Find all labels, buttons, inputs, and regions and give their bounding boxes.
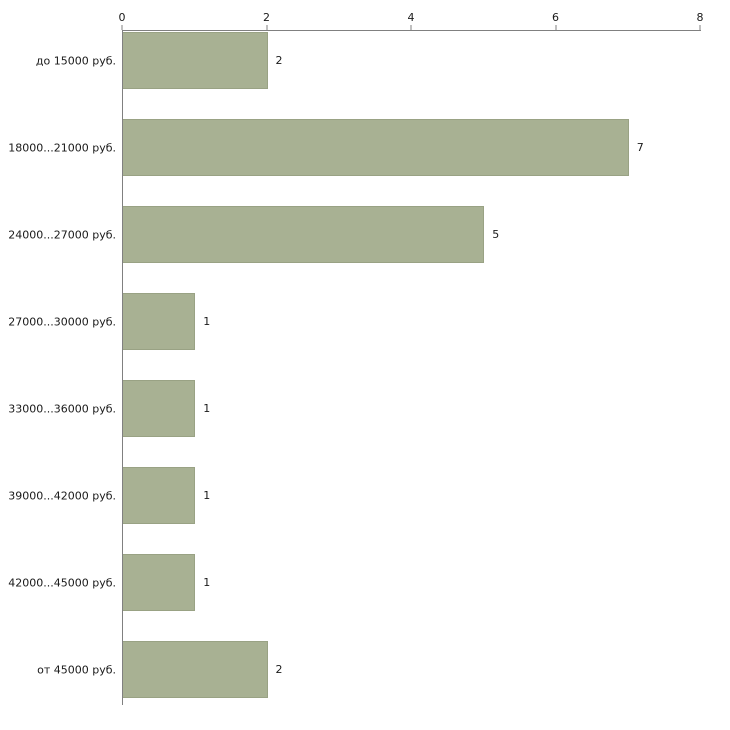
category-label: 33000...36000 руб.: [8, 401, 116, 415]
bar-line: 33000...36000 руб. 1: [8, 380, 701, 437]
bar-line: 18000...21000 руб. 7: [8, 119, 701, 176]
x-tick-mark: [121, 25, 123, 30]
bar-row: 27000...30000 руб. 1: [8, 292, 701, 379]
value-label: 5: [492, 228, 500, 241]
x-tick-label: 2: [263, 11, 270, 24]
category-label: до 15000 руб.: [35, 53, 116, 67]
category-label: 27000...30000 руб.: [8, 314, 116, 328]
plot-area: до 15000 руб. 2 18000...21000 руб. 7 24000..…: [8, 30, 701, 705]
bar-row: 42000...45000 руб. 1: [8, 553, 701, 640]
x-axis-tick: 4: [408, 12, 415, 30]
category-label: 24000...27000 руб.: [8, 227, 116, 241]
bar-line: от 45000 руб. 2: [37, 641, 701, 698]
x-tick-label: 8: [696, 11, 704, 24]
bar: [123, 119, 629, 176]
bar-line: до 15000 руб. 2: [36, 32, 701, 89]
value-label: 2: [275, 663, 283, 676]
x-tick-mark: [555, 25, 556, 30]
bar: [123, 293, 196, 350]
bar: [123, 554, 196, 611]
bar: [123, 641, 268, 698]
value-label: 1: [203, 489, 211, 502]
bar: [123, 380, 196, 437]
x-axis-tick: 6: [552, 12, 559, 30]
bar: [123, 206, 485, 263]
bar: [123, 467, 196, 524]
x-tick-mark: [266, 25, 267, 30]
bar-row: 24000...27000 руб. 5: [8, 205, 701, 292]
value-label: 7: [636, 141, 644, 154]
category-label: 18000...21000 руб.: [8, 140, 116, 154]
category-label: от 45000 руб.: [37, 662, 116, 676]
x-tick-label: 6: [552, 11, 559, 24]
x-tick-label: 0: [118, 11, 126, 24]
bar-line: 42000...45000 руб. 1: [8, 554, 701, 611]
category-label: 42000...45000 руб.: [8, 575, 116, 589]
x-tick-label: 4: [407, 11, 415, 24]
bar-row: 18000...21000 руб. 7: [8, 118, 701, 205]
bar-row: от 45000 руб. 2: [37, 640, 701, 727]
bar: [123, 32, 268, 89]
value-label: 1: [203, 315, 211, 328]
x-axis-tick: 0: [119, 12, 126, 30]
x-tick-mark: [410, 25, 412, 30]
bar-line: 24000...27000 руб. 5: [8, 206, 701, 263]
value-label: 2: [275, 54, 283, 67]
bar-line: 39000...42000 руб. 1: [8, 467, 701, 524]
category-label: 39000...42000 руб.: [8, 488, 116, 502]
value-label: 1: [203, 402, 211, 415]
bar-row: 33000...36000 руб. 1: [8, 379, 701, 466]
x-axis: 0 2 4 6 8: [119, 0, 704, 30]
x-tick-mark: [699, 25, 701, 30]
bar-row: до 15000 руб. 2: [36, 31, 701, 118]
bar-line: 27000...30000 руб. 1: [8, 293, 701, 350]
x-axis-tick: 2: [263, 12, 270, 30]
bar-row: 39000...42000 руб. 1: [8, 466, 701, 553]
value-label: 1: [203, 576, 211, 589]
x-axis-tick: 8: [697, 12, 704, 30]
